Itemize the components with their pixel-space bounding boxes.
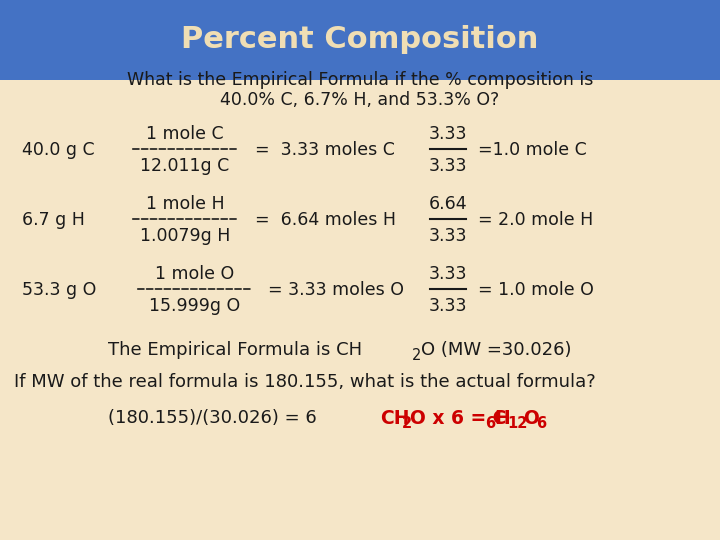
Text: 3.33: 3.33 xyxy=(428,265,467,283)
Text: O x 6 = C: O x 6 = C xyxy=(410,408,506,428)
Text: 1 mole H: 1 mole H xyxy=(145,195,225,213)
Text: 40.0% C, 6.7% H, and 53.3% O?: 40.0% C, 6.7% H, and 53.3% O? xyxy=(220,91,500,109)
Text: H: H xyxy=(494,408,510,428)
Text: CH: CH xyxy=(380,408,410,428)
Text: O: O xyxy=(523,408,539,428)
Text: 12.011g C: 12.011g C xyxy=(140,157,230,175)
Text: 15.999g O: 15.999g O xyxy=(149,297,240,315)
Text: 2: 2 xyxy=(402,415,412,430)
Text: =1.0 mole C: =1.0 mole C xyxy=(478,141,587,159)
Text: 1 mole O: 1 mole O xyxy=(156,265,235,283)
Text: O (MW =30.026): O (MW =30.026) xyxy=(421,341,572,359)
Text: What is the Empirical Formula if the % composition is: What is the Empirical Formula if the % c… xyxy=(127,71,593,89)
Text: =  3.33 moles C: = 3.33 moles C xyxy=(255,141,395,159)
Text: = 3.33 moles O: = 3.33 moles O xyxy=(268,281,404,299)
Text: 12: 12 xyxy=(507,415,527,430)
Text: 6: 6 xyxy=(485,415,495,430)
Text: 6.7 g H: 6.7 g H xyxy=(22,211,85,229)
Text: 3.33: 3.33 xyxy=(428,125,467,143)
Text: 1.0079g H: 1.0079g H xyxy=(140,227,230,245)
Text: The Empirical Formula is CH: The Empirical Formula is CH xyxy=(108,341,362,359)
Text: 53.3 g O: 53.3 g O xyxy=(22,281,96,299)
Text: Percent Composition: Percent Composition xyxy=(181,25,539,55)
Text: 6: 6 xyxy=(536,415,546,430)
Text: =  6.64 moles H: = 6.64 moles H xyxy=(255,211,396,229)
Text: If MW of the real formula is 180.155, what is the actual formula?: If MW of the real formula is 180.155, wh… xyxy=(14,373,595,391)
Text: 2: 2 xyxy=(412,348,421,362)
Text: 40.0 g C: 40.0 g C xyxy=(22,141,94,159)
Text: 3.33: 3.33 xyxy=(428,157,467,175)
Text: 3.33: 3.33 xyxy=(428,227,467,245)
Text: = 1.0 mole O: = 1.0 mole O xyxy=(478,281,594,299)
Text: 3.33: 3.33 xyxy=(428,297,467,315)
Text: 1 mole C: 1 mole C xyxy=(146,125,224,143)
Text: = 2.0 mole H: = 2.0 mole H xyxy=(478,211,593,229)
FancyBboxPatch shape xyxy=(0,0,720,80)
Text: (180.155)/(30.026) = 6: (180.155)/(30.026) = 6 xyxy=(108,409,317,427)
Text: 6.64: 6.64 xyxy=(428,195,467,213)
